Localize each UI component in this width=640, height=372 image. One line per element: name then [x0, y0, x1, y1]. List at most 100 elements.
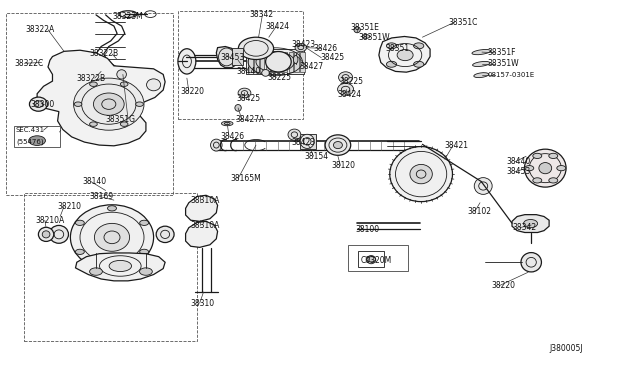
Text: 38427A: 38427A [236, 115, 265, 124]
Text: 38425: 38425 [237, 94, 261, 103]
Text: 38210A: 38210A [35, 216, 65, 225]
Ellipse shape [156, 226, 174, 243]
Ellipse shape [539, 163, 552, 174]
Circle shape [387, 43, 397, 49]
Ellipse shape [295, 44, 307, 52]
Ellipse shape [93, 93, 124, 115]
Bar [254, 52, 259, 72]
Ellipse shape [293, 55, 298, 64]
Ellipse shape [397, 49, 413, 61]
Circle shape [74, 102, 82, 106]
Text: 38423: 38423 [291, 138, 316, 147]
Text: 38220: 38220 [492, 281, 516, 290]
Bar [266, 52, 270, 72]
Text: 38453: 38453 [221, 53, 245, 62]
Text: 38421: 38421 [445, 141, 468, 150]
Ellipse shape [338, 83, 354, 95]
Text: 38424: 38424 [337, 90, 362, 99]
Ellipse shape [524, 219, 538, 228]
Text: 38323M: 38323M [112, 12, 143, 21]
Bar [283, 52, 287, 72]
Bar [348, 245, 408, 271]
Polygon shape [37, 50, 165, 146]
Bar [300, 52, 305, 72]
Text: 38310A: 38310A [191, 196, 220, 205]
Polygon shape [512, 215, 549, 232]
Circle shape [413, 43, 424, 49]
Circle shape [532, 153, 541, 158]
Ellipse shape [339, 72, 353, 83]
Bar [294, 52, 299, 72]
Text: 38165M: 38165M [230, 174, 261, 183]
Ellipse shape [42, 231, 50, 238]
Circle shape [525, 166, 534, 171]
Circle shape [140, 220, 148, 225]
Circle shape [90, 122, 97, 126]
Text: 38322B: 38322B [77, 74, 106, 83]
Text: C0320M: C0320M [361, 256, 392, 265]
Text: 38351C: 38351C [448, 18, 477, 27]
Ellipse shape [29, 97, 47, 111]
Text: 38351W: 38351W [488, 60, 519, 68]
Ellipse shape [239, 37, 274, 60]
Ellipse shape [70, 205, 154, 270]
Ellipse shape [333, 142, 342, 149]
Text: 38423: 38423 [291, 40, 316, 49]
Circle shape [120, 122, 128, 126]
Ellipse shape [74, 78, 144, 130]
Ellipse shape [390, 147, 452, 202]
Bar [271, 52, 276, 72]
Polygon shape [76, 253, 165, 281]
Ellipse shape [221, 121, 233, 126]
Bar [277, 52, 282, 72]
Ellipse shape [238, 88, 251, 98]
Text: 38210: 38210 [58, 202, 82, 211]
Ellipse shape [474, 177, 492, 194]
Circle shape [387, 61, 397, 67]
Bar [246, 49, 304, 74]
Bar [232, 48, 243, 65]
Text: 38100: 38100 [355, 225, 380, 234]
Circle shape [29, 136, 45, 145]
Text: 38426: 38426 [221, 132, 245, 141]
Text: 38427: 38427 [300, 62, 324, 71]
Ellipse shape [300, 134, 314, 148]
Ellipse shape [262, 70, 269, 76]
Text: 38300: 38300 [31, 100, 55, 109]
Bar [260, 52, 264, 72]
Text: 38310: 38310 [191, 299, 215, 308]
Text: 38440: 38440 [237, 67, 261, 76]
Ellipse shape [34, 101, 43, 108]
Ellipse shape [472, 61, 490, 67]
Bar [289, 52, 293, 72]
Polygon shape [186, 221, 218, 247]
Ellipse shape [147, 79, 161, 91]
Circle shape [108, 264, 116, 269]
Text: 38351E: 38351E [350, 23, 379, 32]
Text: (55476): (55476) [16, 138, 44, 145]
Ellipse shape [354, 27, 360, 33]
Text: 38440: 38440 [507, 157, 531, 166]
Ellipse shape [362, 35, 370, 38]
Ellipse shape [521, 253, 541, 272]
Circle shape [532, 178, 541, 183]
Text: 38120: 38120 [332, 161, 356, 170]
Text: 38424: 38424 [266, 22, 290, 31]
Text: SEC.431: SEC.431 [16, 127, 45, 133]
Polygon shape [379, 36, 430, 72]
Text: 38154: 38154 [304, 152, 328, 161]
Text: 38169: 38169 [90, 192, 114, 201]
Ellipse shape [472, 49, 491, 55]
Text: 38351: 38351 [385, 44, 410, 53]
Circle shape [120, 82, 128, 86]
Ellipse shape [211, 139, 222, 151]
Text: 38425: 38425 [320, 53, 344, 62]
Circle shape [108, 206, 116, 211]
Ellipse shape [525, 149, 566, 187]
Bar [6, 13, 173, 195]
Text: J380005J: J380005J [549, 344, 583, 353]
Ellipse shape [95, 223, 129, 251]
Text: 38351F: 38351F [488, 48, 516, 57]
Ellipse shape [410, 164, 433, 184]
Bar [178, 11, 303, 119]
